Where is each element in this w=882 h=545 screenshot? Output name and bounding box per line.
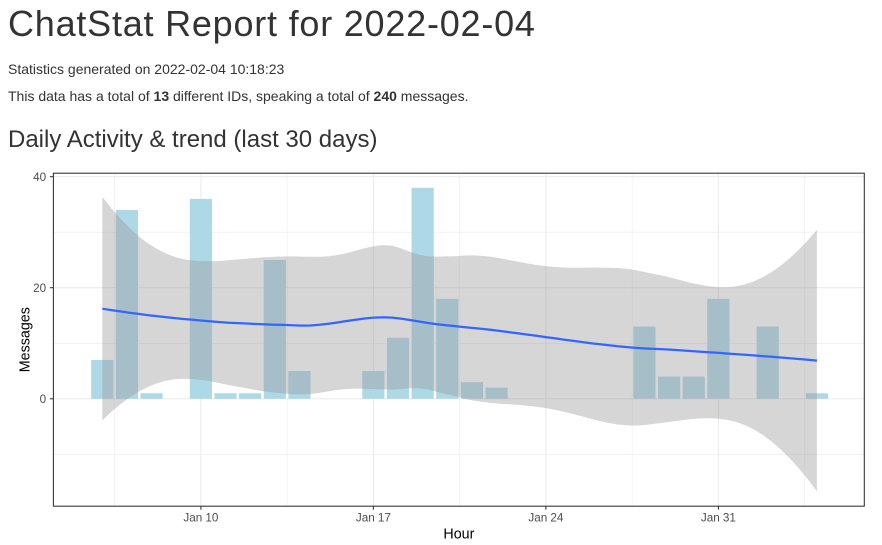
svg-text:Jan 10: Jan 10	[183, 512, 219, 525]
svg-text:Jan 24: Jan 24	[528, 512, 564, 525]
svg-text:Messages: Messages	[17, 307, 33, 372]
svg-text:Jan 31: Jan 31	[701, 512, 736, 525]
svg-text:20: 20	[33, 282, 47, 295]
svg-text:Jan 17: Jan 17	[356, 512, 391, 525]
svg-text:Hour: Hour	[443, 526, 474, 542]
svg-text:40: 40	[33, 171, 47, 184]
svg-text:0: 0	[40, 393, 47, 406]
